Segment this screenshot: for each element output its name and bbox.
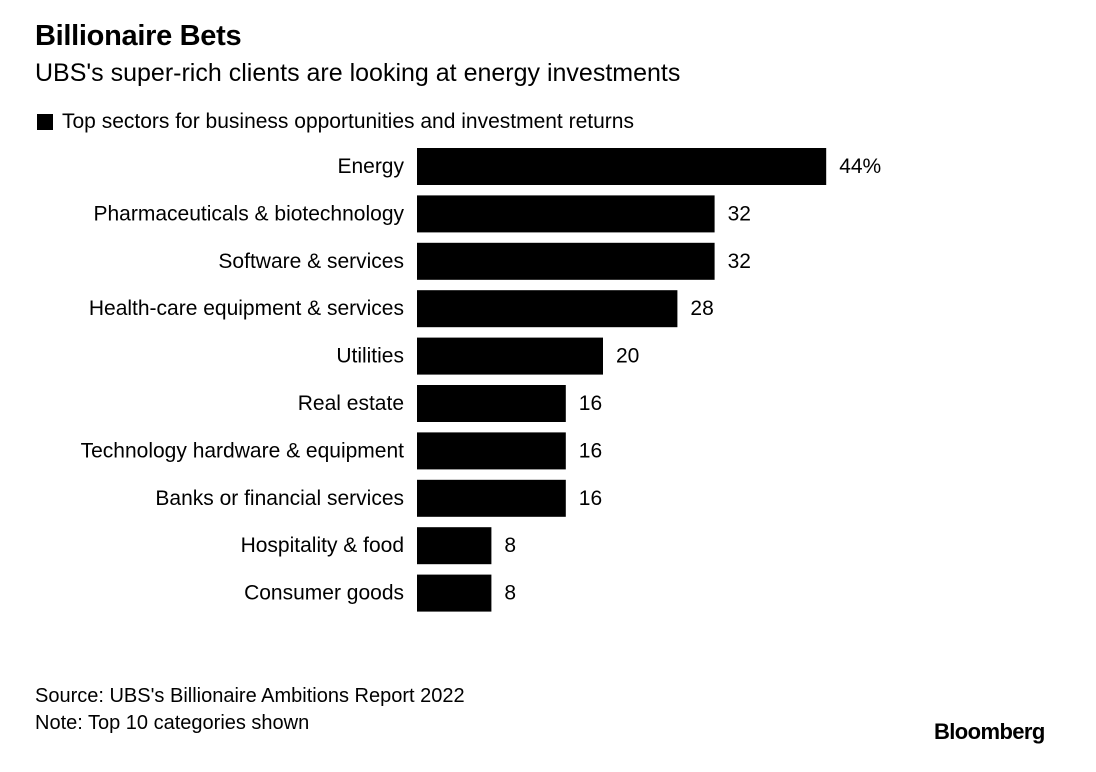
category-label: Health-care equipment & services [89, 297, 404, 320]
value-label: 32 [728, 250, 751, 273]
category-label: Hospitality & food [241, 534, 404, 557]
bar [417, 337, 603, 375]
bar [417, 242, 715, 280]
bar [417, 479, 566, 517]
value-label: 16 [579, 392, 602, 415]
value-label: 28 [690, 297, 713, 320]
chart-title: Billionaire Bets [35, 20, 242, 52]
bar [417, 385, 566, 422]
source-note: Source: UBS's Billionaire Ambitions Repo… [35, 685, 465, 707]
category-label: Banks or financial services [155, 487, 404, 510]
value-label: 44% [839, 155, 881, 178]
legend-swatch [37, 114, 53, 130]
category-label: Software & services [218, 250, 404, 273]
chart-subtitle: UBS's super-rich clients are looking at … [35, 59, 681, 87]
bar [417, 432, 566, 470]
category-label: Technology hardware & equipment [81, 439, 405, 462]
value-label: 32 [728, 202, 751, 225]
category-label: Pharmaceuticals & biotechnology [93, 202, 404, 225]
category-label: Utilities [336, 345, 404, 368]
value-label: 20 [616, 345, 639, 368]
value-label: 16 [579, 439, 602, 462]
bar [417, 195, 715, 233]
value-label: 16 [579, 487, 602, 510]
bar [417, 527, 492, 565]
bar [417, 574, 492, 612]
footnote: Note: Top 10 categories shown [35, 712, 310, 734]
footer: Source: UBS's Billionaire Ambitions Repo… [35, 683, 465, 737]
legend-label: Top sectors for business opportunities a… [62, 110, 634, 133]
bloomberg-logo: Bloomberg [934, 719, 1045, 744]
bar [417, 148, 827, 185]
category-label: Consumer goods [244, 582, 404, 605]
category-label: Real estate [298, 392, 404, 415]
category-label: Energy [337, 155, 404, 178]
value-label: 8 [504, 534, 516, 557]
legend: Top sectors for business opportunities a… [37, 110, 634, 134]
value-label: 8 [504, 582, 516, 605]
bar [417, 290, 678, 328]
